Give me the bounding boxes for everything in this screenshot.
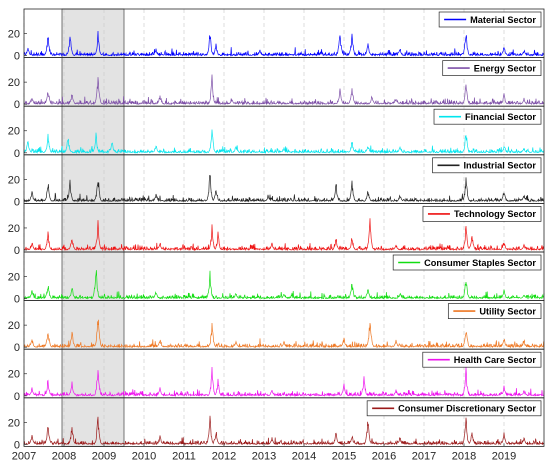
- legend-label: Industrial Sector: [464, 161, 537, 171]
- series-line: [23, 415, 545, 446]
- legend: Utility Sector: [447, 303, 542, 319]
- legend-label: Energy Sector: [474, 63, 537, 73]
- y-tick-label: 0: [14, 439, 20, 451]
- y-tick-label: 0: [14, 245, 20, 257]
- y-tick-label: 20: [8, 77, 20, 89]
- legend: Energy Sector: [442, 60, 542, 76]
- legend-label: Technology Sector: [454, 209, 536, 219]
- y-tick-label: 0: [14, 51, 20, 63]
- legend-label: Consumer Staples Sector: [424, 258, 536, 268]
- x-tick-label: 2007: [12, 450, 36, 462]
- y-tick-label: 20: [8, 417, 20, 429]
- legend-label: Utility Sector: [479, 306, 536, 316]
- y-tick-label: 0: [14, 148, 20, 160]
- series-line: [23, 366, 545, 398]
- y-tick-label: 0: [14, 391, 20, 403]
- x-tick-label: 2015: [332, 450, 356, 462]
- panel-energy-sector: 0 20 Energy Sector: [8, 57, 545, 111]
- x-axis: 2007 2008 2009 2010 2011 2012 2013 2014 2015 2016…: [12, 443, 516, 462]
- legend: Financial Sector: [433, 108, 542, 125]
- y-tick-label: 20: [8, 369, 20, 381]
- legend-label: Material Sector: [470, 15, 536, 25]
- x-tick-label: 2011: [172, 450, 196, 462]
- legend-box: [392, 254, 542, 271]
- x-tick-label: 2014: [292, 450, 316, 462]
- panel-industrial-sector: 0 20 Industrial Sector: [8, 154, 545, 208]
- legend-box: [438, 11, 542, 28]
- legend-box: [433, 108, 542, 125]
- y-tick-label: 20: [8, 272, 20, 284]
- y-tick-label: 20: [8, 174, 20, 186]
- series-line: [23, 74, 545, 106]
- panel-consumer-discretionary-sector: 0 20 Consumer Discretionary Sector: [8, 397, 545, 451]
- x-tick-label: 2008: [52, 450, 76, 462]
- x-tick-label: 2012: [212, 450, 236, 462]
- x-tick-label: 2013: [252, 450, 276, 462]
- series-line: [23, 218, 545, 252]
- series-line: [23, 174, 545, 203]
- series-line: [23, 30, 545, 57]
- x-tick-label: 2018: [452, 450, 476, 462]
- y-tick-label: 20: [8, 126, 20, 138]
- x-tick-label: 2016: [372, 450, 396, 462]
- legend: Material Sector: [438, 11, 542, 28]
- panel-health-care-sector: 0 20 Health Care Sector: [8, 348, 545, 403]
- legend: Technology Sector: [422, 206, 542, 222]
- shaded-crisis-period: [61, 8, 125, 447]
- legend: Health Care Sector: [422, 351, 542, 368]
- y-tick-label: 0: [14, 294, 20, 306]
- legend: Industrial Sector: [432, 157, 542, 174]
- x-tick-label: 2019: [492, 450, 516, 462]
- legend: Consumer Staples Sector: [392, 254, 542, 271]
- legend-box: [366, 400, 542, 417]
- legend: Consumer Discretionary Sector: [366, 400, 542, 417]
- y-tick-label: 20: [8, 223, 20, 235]
- y-tick-label: 0: [14, 196, 20, 208]
- series-line: [23, 129, 545, 155]
- legend-label: Health Care Sector: [454, 355, 537, 365]
- panel-material-sector: 0 20 Material Sector: [8, 8, 545, 63]
- legend-box: [442, 60, 542, 76]
- legend-label: Financial Sector: [465, 112, 536, 122]
- panel-frame: [23, 397, 545, 447]
- legend-box: [422, 351, 542, 368]
- series-line: [23, 270, 545, 300]
- series-line: [23, 319, 545, 349]
- y-tick-label: 20: [8, 29, 20, 41]
- legend-box: [447, 303, 542, 319]
- year-gridlines: [23, 9, 505, 447]
- y-tick-label: 20: [8, 320, 20, 332]
- x-tick-label: 2017: [412, 450, 436, 462]
- legend-box: [422, 206, 542, 222]
- x-tick-label: 2009: [92, 450, 116, 462]
- y-tick-label: 0: [14, 342, 20, 354]
- legend-box: [432, 157, 542, 174]
- panel-financial-sector: 0 20 Financial Sector: [8, 105, 545, 160]
- y-tick-label: 0: [14, 99, 20, 111]
- x-tick-label: 2010: [132, 450, 156, 462]
- legend-label: Consumer Discretionary Sector: [398, 404, 536, 414]
